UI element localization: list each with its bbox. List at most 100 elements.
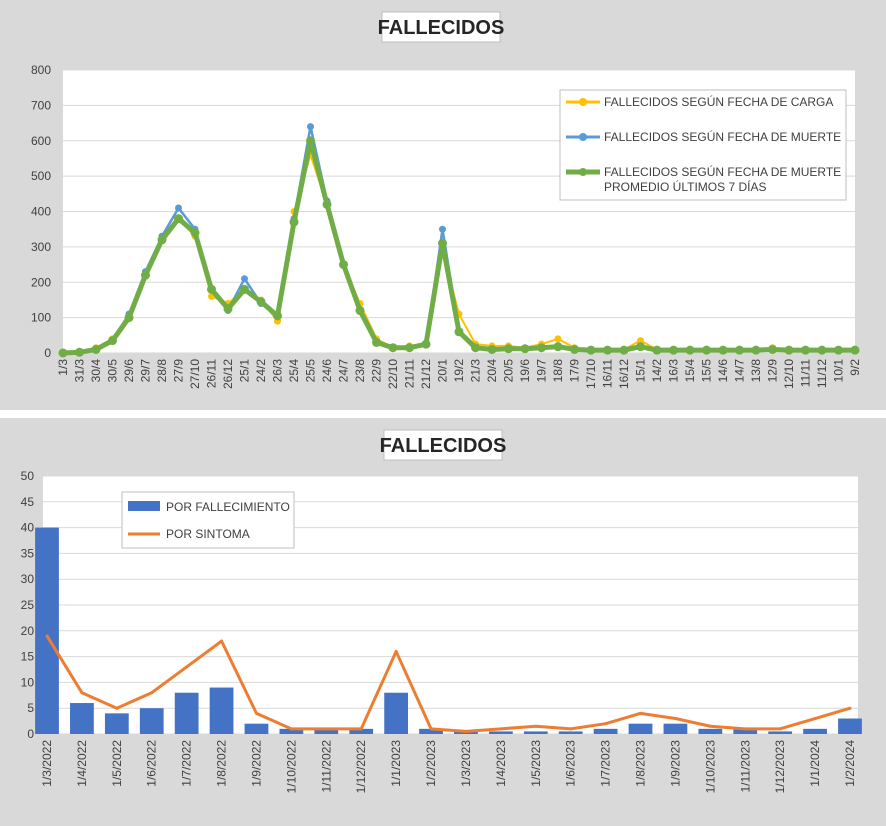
x-tick-label: 17/9 [568,359,582,383]
y-tick-label: 400 [31,205,51,219]
y-tick-label: 30 [21,572,35,586]
bar [768,731,793,734]
x-tick-label: 11/11 [799,359,813,388]
data-point [553,342,563,352]
bar [838,718,862,734]
data-point [813,717,817,721]
data-point [175,204,182,212]
bar [628,723,653,734]
y-tick-label: 600 [31,134,51,148]
data-point [115,706,119,710]
data-point [652,345,662,355]
data-point [307,123,314,131]
chart-svg-bottom: FALLECIDOS 0 5 10 15 20 25 30 35 40 45 50 1/3/2022 1/… [21,429,862,794]
legend-marker-2 [579,133,587,141]
x-tick-label: 25/5 [304,359,318,383]
x-tick-label: 20/4 [485,359,499,383]
legend-marker-3 [579,168,587,176]
x-tick-label: 15/1 [634,359,648,383]
data-point [569,727,573,731]
data-point [75,347,84,357]
data-point [487,344,497,354]
legend-label-3: FALLECIDOS SEGÚN FECHA DE MUERTE [604,164,841,179]
bar [70,703,94,734]
bar [523,731,548,734]
bar [663,723,688,734]
x-tick-label: 1/6/2022 [145,740,159,787]
x-tick-label: 9/2 [848,359,862,376]
x-tick-label: 1/12/2023 [773,740,787,794]
data-point [778,727,782,731]
x-tick-label: 10/1 [832,359,846,383]
bar [139,708,164,734]
data-point [355,306,365,316]
chart-title: FALLECIDOS [380,435,507,457]
y-tick-label: 700 [31,98,51,112]
bar [104,713,129,734]
x-tick-label: 16/3 [667,359,681,383]
x-tick-label: 29/7 [139,359,153,383]
x-tick-label: 11/12 [815,359,829,388]
data-point [339,260,348,270]
x-tick-label: 14/7 [733,359,747,383]
x-tick-label: 21/11 [403,359,417,388]
y-tick-label: 10 [21,675,35,689]
x-tick-label: 1/3/2022 [40,740,54,787]
y-tick-label: 25 [21,598,35,612]
x-tick-label: 1/1/2024 [808,740,822,787]
y-tick-label: 800 [31,63,51,77]
x-tick-label: 31/3 [73,359,87,383]
data-point [454,327,464,337]
data-point [289,217,299,227]
x-tick-label: 1/10/2022 [284,740,298,794]
data-point [834,345,843,355]
y-tick-label: 0 [27,727,34,741]
data-point [537,343,546,353]
y-tick-label: 200 [31,275,51,289]
data-point [439,225,446,233]
x-tick-label: 24/2 [254,359,268,383]
data-point [801,345,810,355]
chart-title: FALLECIDOS [378,17,505,39]
data-point [499,727,503,731]
x-tick-label: 12/9 [766,359,780,383]
x-tick-label: 1/7/2022 [180,740,194,787]
x-tick-label: 1/11/2022 [319,740,333,793]
x-tick-label: 1/11/2023 [738,740,752,793]
y-tick-label: 45 [21,495,35,509]
data-point [850,345,860,355]
legend-label-fallecimiento: POR FALLECIMIENTO [166,500,290,514]
x-tick-label: 30/4 [89,359,103,383]
data-point [220,639,224,643]
legend-label-3: PROMEDIO ÚLTIMOS 7 DÍAS [604,179,766,194]
x-tick-label: 1/3/2023 [459,740,473,787]
x-tick-label: 29/6 [122,359,136,383]
bar [209,687,234,734]
y-tick-label: 500 [31,169,51,183]
bar [349,728,374,734]
x-tick-label: 1/9/2022 [249,740,263,787]
data-point [388,343,398,353]
data-point [359,727,363,731]
data-point [743,727,747,731]
series-line-sintoma [45,635,851,733]
data-point [124,313,134,323]
data-point [718,345,728,355]
y-tick-label: 100 [31,311,51,325]
data-point [80,691,84,695]
data-point [604,722,608,726]
y-tick-label: 300 [31,240,51,254]
x-tick-label: 18/8 [551,359,565,383]
data-point [273,311,282,321]
x-tick-label: 27/10 [188,359,202,389]
x-tick-label: 1/7/2023 [599,740,613,787]
x-tick-label: 1/6/2023 [564,740,578,787]
bar [174,692,199,734]
data-point [421,339,431,349]
data-point [603,345,612,355]
data-point [306,136,315,146]
x-tick-label: 20/1 [436,359,450,383]
x-tick-label: 19/7 [535,359,549,383]
data-point [289,727,293,731]
x-tick-label: 24/7 [337,359,351,383]
